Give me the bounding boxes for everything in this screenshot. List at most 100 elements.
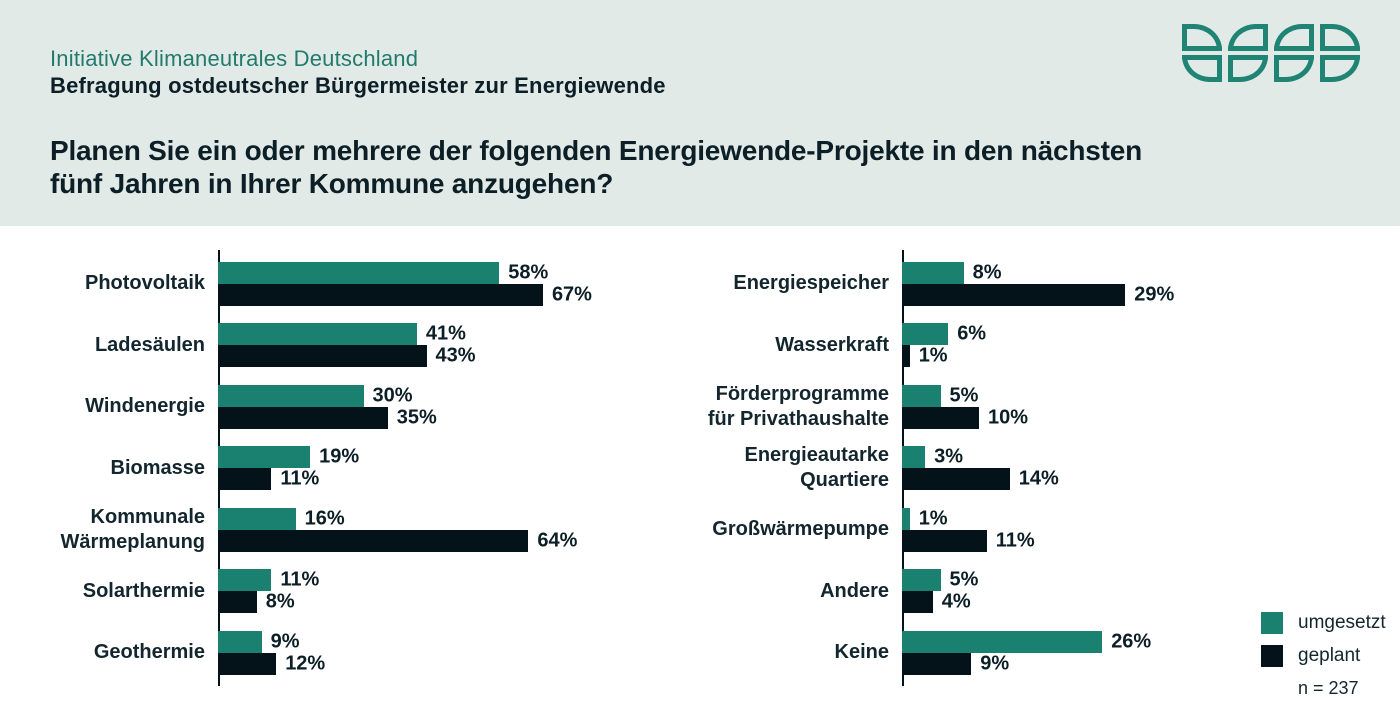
value-label: 67%	[551, 283, 592, 306]
bar-umgesetzt: 3%	[902, 446, 963, 469]
logo-glyph-3	[1274, 24, 1314, 82]
category-label: Kommunale Wärmeplanung	[60, 505, 205, 553]
bar-pair: 19% 11%	[218, 446, 359, 491]
bar-umgesetzt: 5%	[902, 384, 978, 407]
bar-geplant: 10%	[902, 406, 1028, 429]
chart-row: Photovoltaik 58% 67%	[40, 253, 700, 315]
category-label: Ladesäulen	[94, 333, 205, 356]
bar-pair: 41% 43%	[218, 323, 476, 368]
bar-geplant: 1%	[902, 345, 948, 368]
bar-umgesetzt: 11%	[218, 569, 319, 592]
value-label: 11%	[280, 467, 320, 490]
category-label: Keine	[834, 641, 889, 664]
bar-geplant: 11%	[902, 529, 1035, 552]
bar-geplant: 11%	[218, 468, 319, 491]
chart-row: Windenergie 30% 35%	[40, 376, 700, 438]
chart-left: Photovoltaik 58% 67% Ladesäulen 41% 43% Winden…	[40, 250, 700, 686]
value-label: 5%	[949, 568, 979, 591]
bar-pair: 5% 10%	[902, 384, 1028, 429]
value-label: 10%	[988, 406, 1029, 429]
chart-row: Keine 26% 9%	[702, 622, 1322, 684]
question-title: Planen Sie ein oder mehrere der folgende…	[50, 135, 1143, 199]
chart-row: Geothermie 9% 12%	[40, 622, 700, 684]
bar-umgesetzt: 30%	[218, 384, 413, 407]
value-label: 19%	[319, 445, 360, 468]
value-label: 5%	[949, 384, 979, 407]
chart-right: Energiespeicher 8% 29% Wasserkraft 6% 1% Förde…	[702, 250, 1322, 686]
category-label: Solarthermie	[82, 579, 205, 602]
value-label: 58%	[508, 261, 549, 284]
value-label: 1%	[918, 344, 948, 367]
legend-item-umgesetzt: umgesetzt	[1261, 612, 1386, 634]
chart-row: Energieautarke Quartiere 3% 14%	[702, 438, 1322, 500]
bar-umgesetzt: 16%	[218, 507, 345, 530]
legend-label-geplant: geplant	[1298, 645, 1361, 666]
bar-umgesetzt: 26%	[902, 630, 1151, 653]
chart-row: Kommunale Wärmeplanung 16% 64%	[40, 499, 700, 561]
category-label: Förderprogramme für Privathaushalte	[707, 382, 889, 430]
bar-pair: 26% 9%	[902, 630, 1151, 675]
logo-glyph-2	[1228, 24, 1268, 82]
bar-geplant: 14%	[902, 468, 1059, 491]
category-label: Geothermie	[93, 641, 205, 664]
bar-umgesetzt: 8%	[902, 261, 1002, 284]
value-label: 8%	[265, 590, 295, 613]
value-label: 3%	[934, 445, 963, 468]
bar-pair: 1% 11%	[902, 507, 1035, 552]
sample-size-note: n = 237	[1298, 678, 1359, 698]
bar-pair: 8% 29%	[902, 261, 1174, 306]
value-label: 9%	[980, 652, 1010, 675]
bar-pair: 11% 8%	[218, 569, 319, 614]
chart-row: Wasserkraft 6% 1%	[702, 315, 1322, 377]
category-label: Großwärmepumpe	[712, 518, 889, 541]
value-label: 1%	[918, 507, 948, 530]
bar-geplant: 67%	[218, 283, 592, 306]
value-label: 41%	[425, 322, 466, 345]
value-label: 30%	[372, 384, 413, 407]
logo-glyph-4	[1320, 24, 1360, 82]
category-label: Energieautarke Quartiere	[744, 444, 889, 492]
legend-swatch-geplant	[1261, 645, 1283, 667]
bar-pair: 58% 67%	[218, 261, 592, 306]
bar-umgesetzt: 5%	[902, 569, 978, 592]
bar-geplant: 8%	[218, 591, 295, 614]
value-label: 29%	[1134, 283, 1175, 306]
bar-geplant: 35%	[218, 406, 437, 429]
bar-pair: 6% 1%	[902, 323, 986, 368]
value-label: 11%	[995, 529, 1035, 552]
legend-label-umgesetzt: umgesetzt	[1298, 612, 1386, 633]
bar-umgesetzt: 6%	[902, 323, 986, 346]
category-label: Energiespeicher	[733, 272, 889, 295]
bar-umgesetzt: 41%	[218, 323, 466, 346]
value-label: 8%	[972, 261, 1002, 284]
bar-umgesetzt: 1%	[902, 507, 948, 530]
bar-pair: 30% 35%	[218, 384, 437, 429]
chart-row: Biomasse 19% 11%	[40, 438, 700, 500]
bar-pair: 16% 64%	[218, 507, 577, 552]
bar-geplant: 64%	[218, 529, 577, 552]
bar-pair: 9% 12%	[218, 630, 325, 675]
value-label: 43%	[435, 344, 476, 367]
bar-geplant: 43%	[218, 345, 476, 368]
value-label: 35%	[396, 406, 437, 429]
bar-geplant: 29%	[902, 283, 1174, 306]
value-label: 4%	[941, 590, 971, 613]
legend-swatch-umgesetzt	[1261, 612, 1283, 634]
survey-subtitle: Befragung ostdeutscher Bürgermeister zur…	[50, 73, 666, 98]
chart-row: Großwärmepumpe 1% 11%	[702, 499, 1322, 561]
bar-pair: 3% 14%	[902, 446, 1059, 491]
value-label: 12%	[285, 652, 326, 675]
value-label: 6%	[957, 322, 987, 345]
chart-row: Ladesäulen 41% 43%	[40, 315, 700, 377]
category-label: Wasserkraft	[775, 333, 889, 356]
value-label: 14%	[1018, 467, 1059, 490]
value-label: 9%	[270, 630, 300, 653]
value-label: 26%	[1111, 630, 1152, 653]
legend: umgesetzt geplant n = 237	[1261, 612, 1386, 699]
legend-item-geplant: geplant	[1261, 645, 1386, 667]
bar-geplant: 4%	[902, 591, 971, 614]
value-label: 64%	[537, 529, 578, 552]
bar-umgesetzt: 19%	[218, 446, 359, 469]
header-band: Initiative Klimaneutrales Deutschland Be…	[0, 0, 1400, 226]
